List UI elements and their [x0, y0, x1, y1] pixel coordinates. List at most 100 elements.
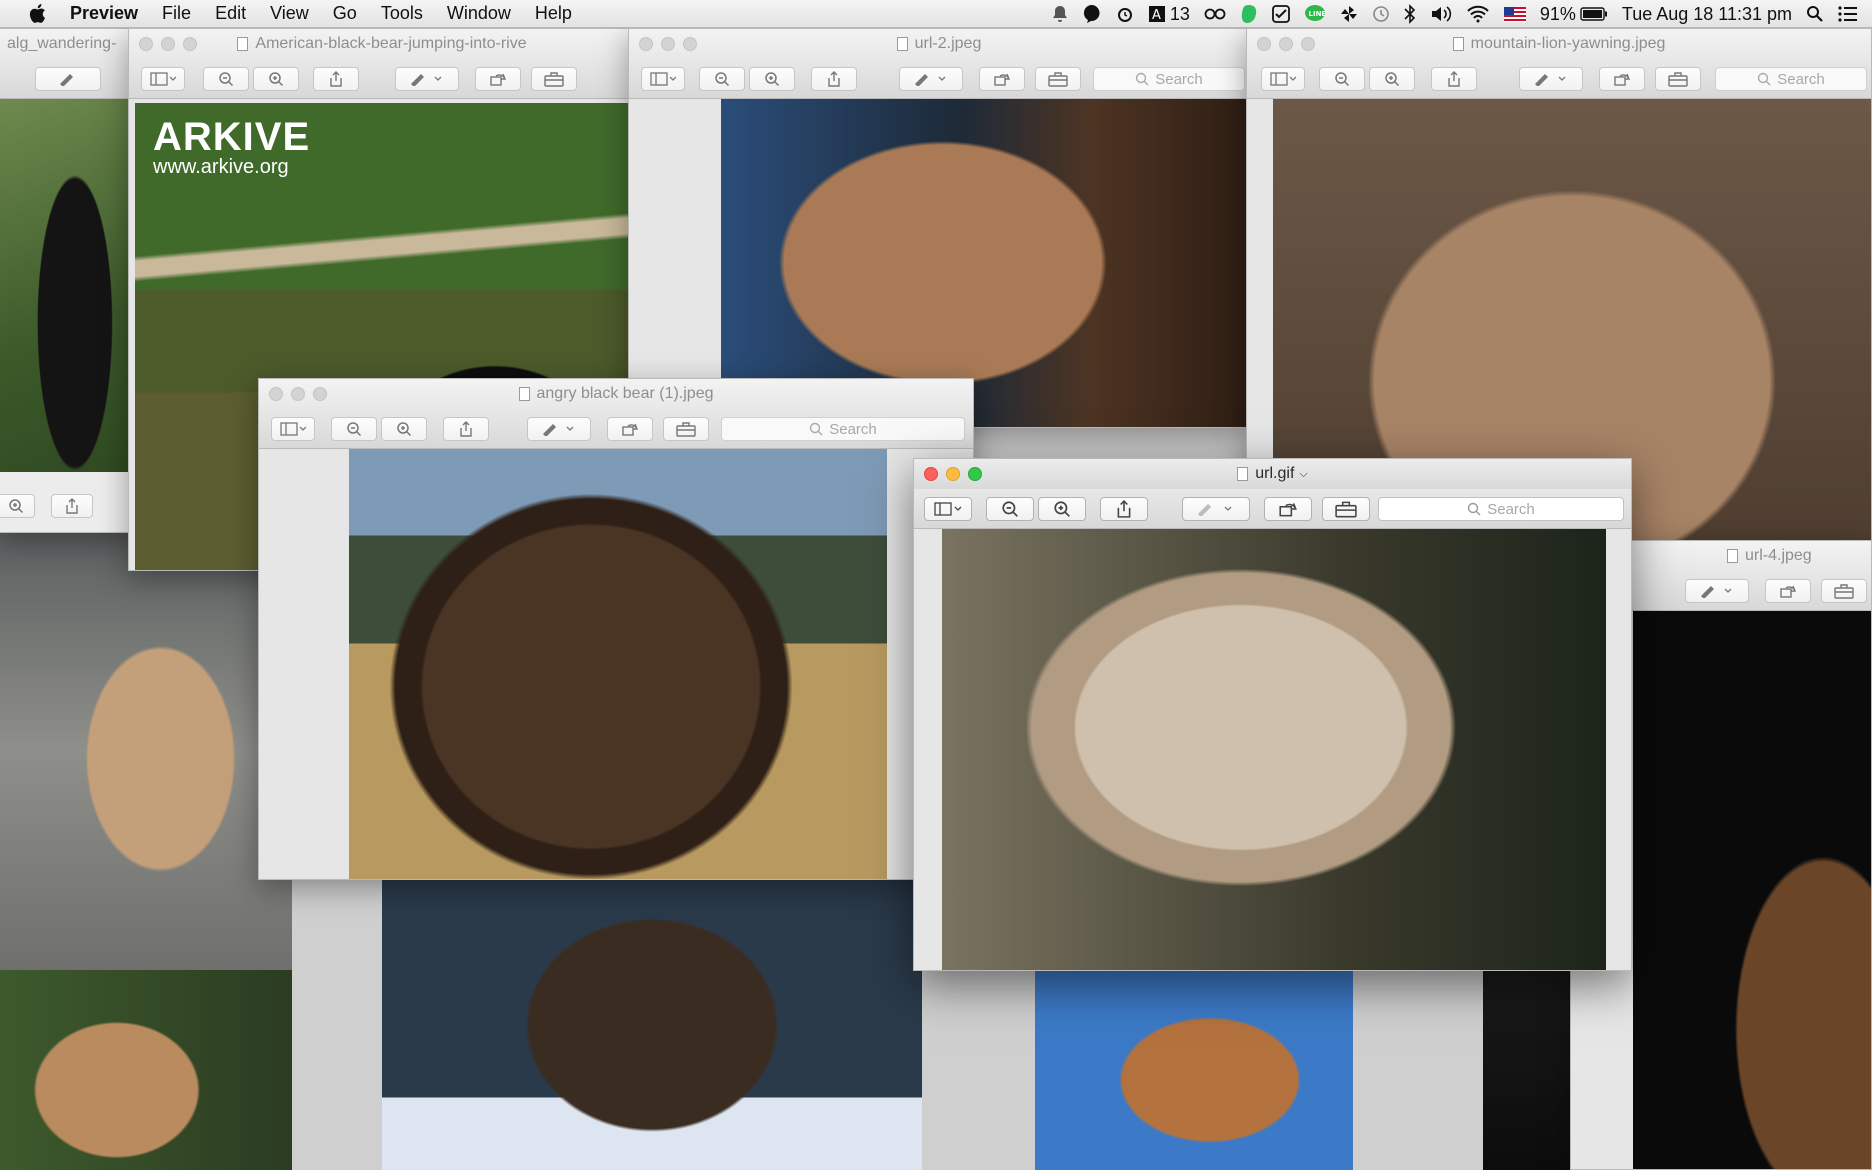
- window-titlebar[interactable]: alg_wandering-: [0, 29, 137, 59]
- sidebar-button[interactable]: [271, 417, 315, 441]
- toolbox-button[interactable]: [1655, 67, 1701, 91]
- menu-tools[interactable]: Tools: [380, 3, 423, 23]
- markup-button[interactable]: [1182, 497, 1250, 521]
- share-button[interactable]: [313, 67, 359, 91]
- minimize-button[interactable]: [661, 37, 675, 51]
- notification-bell-icon[interactable]: [1052, 5, 1068, 23]
- time-machine-icon[interactable]: [1372, 5, 1390, 23]
- markup-button[interactable]: [527, 417, 591, 441]
- preview-window-url-gif[interactable]: url.gif ⌵ Search: [913, 458, 1632, 971]
- share-button[interactable]: [51, 494, 93, 518]
- search-field[interactable]: Search: [1715, 67, 1867, 91]
- toolbox-button[interactable]: [531, 67, 577, 91]
- close-button[interactable]: [269, 387, 283, 401]
- close-button[interactable]: [639, 37, 653, 51]
- sidebar-button[interactable]: [924, 497, 972, 521]
- chat-bubble-icon[interactable]: [1082, 4, 1102, 24]
- rotate-button[interactable]: [1264, 497, 1312, 521]
- notification-center-icon[interactable]: [1838, 6, 1858, 22]
- zoom-out-button[interactable]: [331, 417, 377, 441]
- maximize-button[interactable]: [183, 37, 197, 51]
- share-button[interactable]: [1100, 497, 1148, 521]
- menu-window[interactable]: Window: [446, 3, 511, 23]
- maximize-button[interactable]: [968, 467, 982, 481]
- zoom-in-button[interactable]: [253, 67, 299, 91]
- search-field[interactable]: Search: [721, 417, 965, 441]
- window-titlebar[interactable]: mountain-lion-yawning.jpeg: [1247, 29, 1871, 59]
- share-button[interactable]: [811, 67, 857, 91]
- sidebar-button[interactable]: [141, 67, 185, 91]
- menu-file[interactable]: File: [162, 3, 192, 23]
- wifi-icon[interactable]: [1466, 5, 1490, 23]
- preview-window-alg[interactable]: alg_wandering-: [0, 28, 138, 533]
- markup-button[interactable]: [1519, 67, 1583, 91]
- menu-help[interactable]: Help: [534, 3, 572, 23]
- maximize-button[interactable]: [1301, 37, 1315, 51]
- us-flag-icon[interactable]: [1503, 6, 1526, 22]
- window-titlebar[interactable]: url.gif ⌵: [914, 459, 1631, 489]
- battery-status[interactable]: 91%: [1540, 4, 1608, 25]
- bluetooth-icon[interactable]: [1404, 4, 1416, 24]
- title-chevron-down-icon[interactable]: ⌵: [1299, 467, 1308, 480]
- rotate-button[interactable]: [1765, 579, 1811, 603]
- toolbox-button[interactable]: [1322, 497, 1370, 521]
- sidebar-button[interactable]: [1261, 67, 1305, 91]
- alarm-clock-icon[interactable]: [1116, 5, 1134, 23]
- checkbox-icon[interactable]: [1271, 5, 1290, 23]
- search-field[interactable]: Search: [1093, 67, 1245, 91]
- preview-window-url-4[interactable]: url-4.jpeg: [1570, 540, 1872, 1170]
- toolbox-button[interactable]: [1821, 579, 1867, 603]
- rotate-button[interactable]: [1599, 67, 1645, 91]
- close-button[interactable]: [139, 37, 153, 51]
- rotate-button[interactable]: [979, 67, 1025, 91]
- document-icon: [1237, 467, 1249, 481]
- apple-menu-icon[interactable]: [28, 3, 48, 25]
- menu-go[interactable]: Go: [332, 3, 357, 23]
- zoom-out-button[interactable]: [203, 67, 249, 91]
- window-titlebar[interactable]: American-black-bear-jumping-into-rive: [129, 29, 635, 59]
- zoom-out-button[interactable]: [699, 67, 745, 91]
- zoom-in-button[interactable]: [381, 417, 427, 441]
- markup-button[interactable]: [35, 67, 101, 91]
- zoom-out-button[interactable]: [986, 497, 1034, 521]
- line-app-icon[interactable]: LINE: [1304, 4, 1326, 24]
- zoom-in-button[interactable]: [1369, 67, 1415, 91]
- window-titlebar[interactable]: url-2.jpeg: [629, 29, 1249, 59]
- rotate-button[interactable]: [607, 417, 653, 441]
- rotate-button[interactable]: [475, 67, 521, 91]
- close-button[interactable]: [1257, 37, 1271, 51]
- pinwheel-icon[interactable]: [1340, 5, 1358, 23]
- font-badge-icon[interactable]: A 13: [1148, 4, 1190, 25]
- preview-window-url-2[interactable]: url-2.jpeg Search: [628, 28, 1250, 428]
- markup-button[interactable]: [1685, 579, 1749, 603]
- minimize-button[interactable]: [291, 387, 305, 401]
- zoom-in-button[interactable]: [0, 494, 35, 518]
- menu-app-preview[interactable]: Preview: [70, 3, 139, 23]
- close-button[interactable]: [924, 467, 938, 481]
- preview-window-angry-black-bear[interactable]: angry black bear (1).jpeg Search: [258, 378, 974, 880]
- toolbox-button[interactable]: [663, 417, 709, 441]
- minimize-button[interactable]: [161, 37, 175, 51]
- zoom-in-button[interactable]: [749, 67, 795, 91]
- minimize-button[interactable]: [1279, 37, 1293, 51]
- maximize-button[interactable]: [313, 387, 327, 401]
- toolbox-button[interactable]: [1035, 67, 1081, 91]
- sidebar-button[interactable]: [641, 67, 685, 91]
- maximize-button[interactable]: [683, 37, 697, 51]
- zoom-in-button[interactable]: [1038, 497, 1086, 521]
- zoom-out-button[interactable]: [1319, 67, 1365, 91]
- glasses-icon[interactable]: [1204, 8, 1226, 20]
- spotlight-icon[interactable]: [1806, 5, 1824, 23]
- minimize-button[interactable]: [946, 467, 960, 481]
- share-button[interactable]: [1431, 67, 1477, 91]
- share-button[interactable]: [443, 417, 489, 441]
- markup-button[interactable]: [395, 67, 459, 91]
- window-titlebar[interactable]: angry black bear (1).jpeg: [259, 379, 973, 409]
- search-field[interactable]: Search: [1378, 497, 1624, 521]
- volume-icon[interactable]: [1430, 5, 1452, 23]
- evernote-icon[interactable]: [1240, 4, 1258, 24]
- menu-view[interactable]: View: [270, 3, 309, 23]
- markup-button[interactable]: [899, 67, 963, 91]
- clock[interactable]: Tue Aug 18 11:31 pm: [1621, 3, 1792, 24]
- menu-edit[interactable]: Edit: [215, 3, 247, 23]
